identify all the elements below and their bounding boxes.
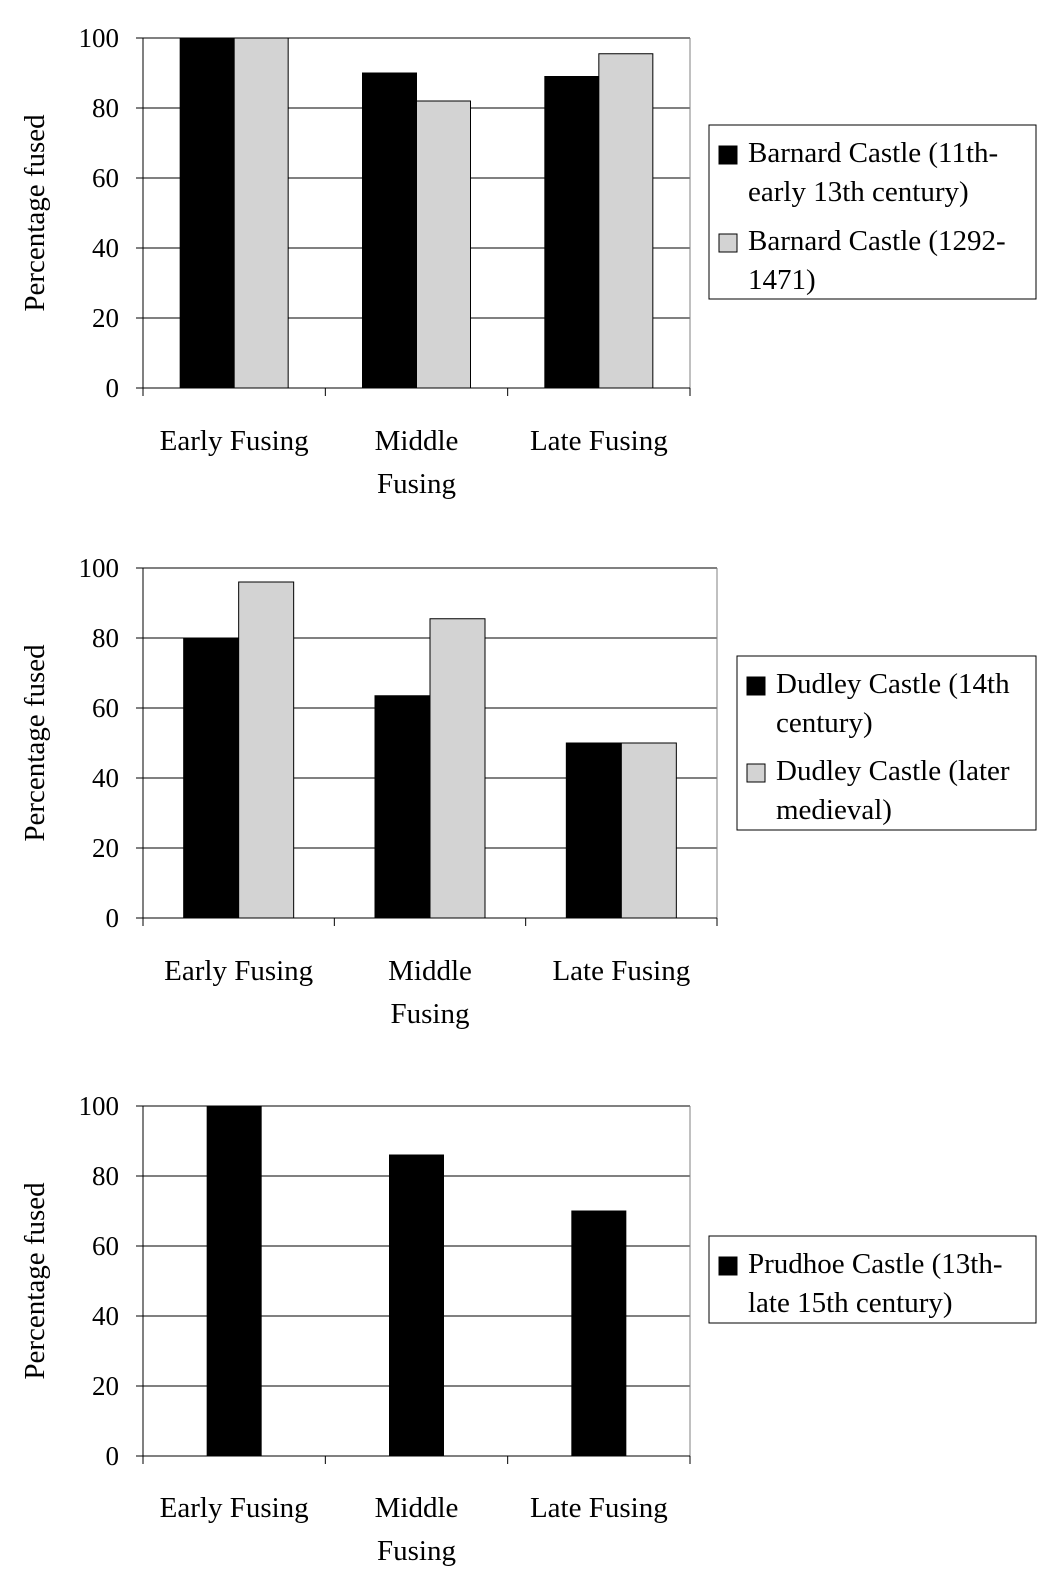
y-tick-label: 60 [92,163,119,193]
y-tick-label: 80 [92,93,119,123]
bar [362,72,417,389]
y-tick-label: 0 [106,1441,120,1471]
x-tick-label: Early Fusing [164,955,313,987]
bar [598,53,654,389]
legend-entry: Prudhoe Castle (13th-late 15th century) [748,1248,1003,1319]
legend-swatch [718,145,738,165]
y-tick-label: 40 [92,763,119,793]
x-tick-label: Middle Fusing [375,1492,459,1567]
bar [374,695,431,919]
bar [571,1210,627,1457]
legend: Dudley Castle (14th century) Dudley Castle… [736,655,1037,831]
bar [233,37,289,389]
legend-swatch [718,1256,738,1276]
legend-swatch [746,676,766,696]
x-tick-label: Late Fusing [530,425,668,457]
y-tick-label: 100 [79,1091,120,1121]
bar [429,618,486,919]
legend-entry: Barnard Castle (11th-early 13th century) [748,137,998,208]
legend-entry: Dudley Castle (later medieval) [776,755,1010,826]
chart-3: 0 20 40 60 80 100 Early Fusing Middle Fusing Late… [19,1091,1037,1567]
chart-1: 0 20 40 60 80 100 Early Fusing Middle Fusing Late… [19,23,1037,500]
y-axis-label: Percentage fused [19,1182,51,1380]
legend: Barnard Castle (11th-early 13th century)… [708,124,1037,300]
legend-swatch [718,233,738,253]
y-tick-label: 100 [79,23,120,53]
legend-box [736,655,1037,831]
chart-2: 0 20 40 60 80 100 Early Fusing Middle Fusing Late… [19,553,1037,1030]
bar [565,742,622,919]
y-tick-label: 60 [92,693,119,723]
bar [183,637,240,919]
bar [620,742,677,919]
y-axis-label: Percentage fused [19,114,51,312]
y-tick-label: 100 [79,553,120,583]
bar [416,100,471,389]
y-tick-label: 20 [92,303,119,333]
y-tick-label: 40 [92,233,119,263]
y-axis-label: Percentage fused [19,644,51,842]
legend-entry: Dudley Castle (14th century) [776,668,1010,739]
x-tick-label: Middle Fusing [375,425,459,500]
bar [206,1105,262,1457]
legend-box [708,1235,1037,1324]
y-tick-label: 20 [92,1371,119,1401]
legend-entry: Barnard Castle (1292-1471) [748,225,1006,296]
bar [238,581,295,919]
bar [544,76,600,389]
y-tick-label: 80 [92,1161,119,1191]
bar [389,1154,444,1457]
bar [179,37,235,389]
y-tick-label: 20 [92,833,119,863]
legend: Prudhoe Castle (13th-late 15th century) [708,1235,1037,1324]
y-tick-label: 0 [106,373,120,403]
x-tick-label: Late Fusing [530,1492,668,1524]
y-tick-label: 0 [106,903,120,933]
x-tick-label: Early Fusing [160,425,309,457]
x-tick-label: Late Fusing [552,955,690,987]
legend-box [708,124,1037,300]
x-tick-label: Early Fusing [160,1492,309,1524]
y-tick-label: 40 [92,1301,119,1331]
legend-swatch [746,763,766,783]
y-tick-label: 60 [92,1231,119,1261]
y-tick-label: 80 [92,623,119,653]
x-tick-label: Middle Fusing [388,955,472,1030]
